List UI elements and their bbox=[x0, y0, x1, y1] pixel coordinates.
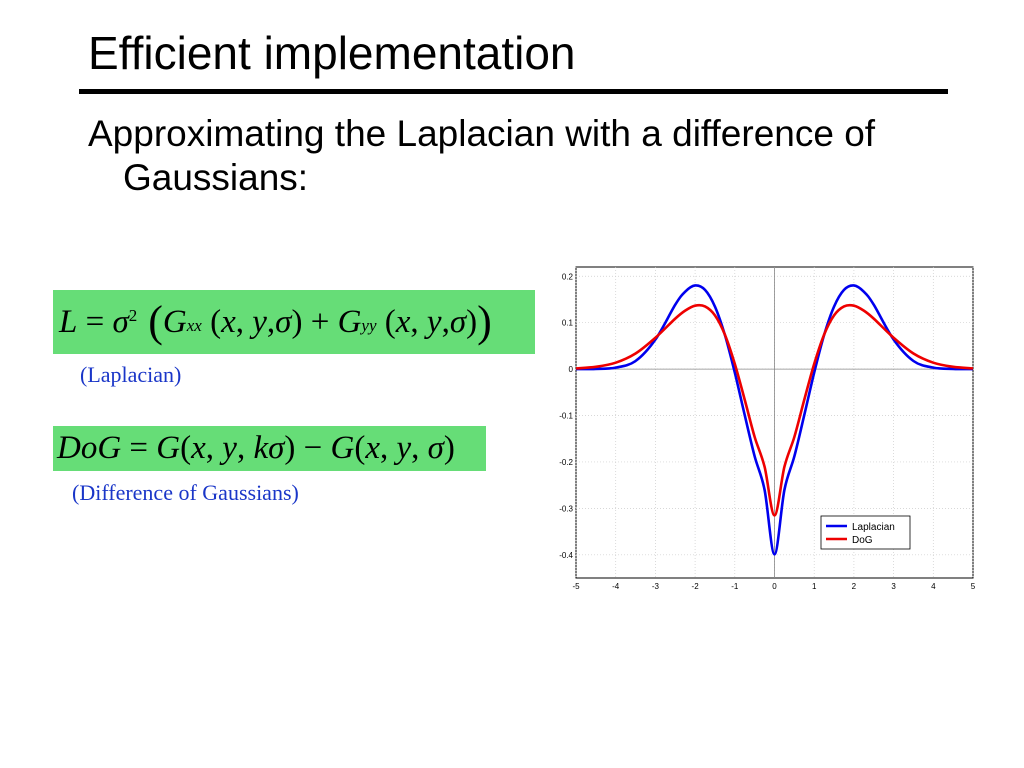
y-tick-label: -0.2 bbox=[559, 458, 573, 467]
y-tick-label: 0.2 bbox=[562, 272, 574, 281]
chart-svg: -5 -4 -3 -2 -1 0 1 2 3 4 5 0.2 0.1 0 -0.1 -0.2 -0.3 -0.4 L… bbox=[559, 266, 976, 591]
x-tick-label: 5 bbox=[971, 582, 976, 591]
laplacian-caption: (Laplacian) bbox=[80, 362, 182, 387]
x-tick-label: 0 bbox=[772, 582, 777, 591]
y-tick-label: -0.1 bbox=[559, 412, 573, 421]
y-tick-label: -0.4 bbox=[559, 551, 573, 560]
legend-box bbox=[820, 515, 911, 550]
title-divider bbox=[79, 89, 948, 94]
chart: -5 -4 -3 -2 -1 0 1 2 3 4 5 0.2 0.1 0 -0.1 -0.2 -0.3 -0.4 L… bbox=[553, 262, 983, 595]
x-tick-label: 3 bbox=[891, 582, 896, 591]
legend-label-laplacian: Laplacian bbox=[852, 522, 895, 533]
x-tick-label: -4 bbox=[612, 582, 620, 591]
dog-caption: (Difference of Gaussians) bbox=[72, 480, 299, 505]
x-tick-label: -3 bbox=[652, 582, 660, 591]
x-tick-label: -5 bbox=[572, 582, 580, 591]
slide-title: Efficient implementation bbox=[88, 27, 576, 79]
dog-formula: DoG = G(x, y, kσ) − G(x, y, σ) bbox=[53, 426, 486, 471]
y-tick-label: 0 bbox=[569, 365, 574, 374]
x-tick-label: 1 bbox=[812, 582, 817, 591]
series-line-dog bbox=[575, 303, 974, 517]
x-tick-label: -1 bbox=[731, 582, 739, 591]
y-tick-label: 0.1 bbox=[562, 319, 574, 328]
bullet-text: Approximating the Laplacian with a diffe… bbox=[88, 113, 876, 199]
x-tick-label: 4 bbox=[931, 582, 936, 591]
series-line-laplacian bbox=[575, 284, 974, 556]
legend-label-dog: DoG bbox=[852, 535, 873, 546]
y-tick-label: -0.3 bbox=[559, 504, 573, 513]
x-tick-label: 2 bbox=[852, 582, 857, 591]
x-tick-label: -2 bbox=[692, 582, 700, 591]
